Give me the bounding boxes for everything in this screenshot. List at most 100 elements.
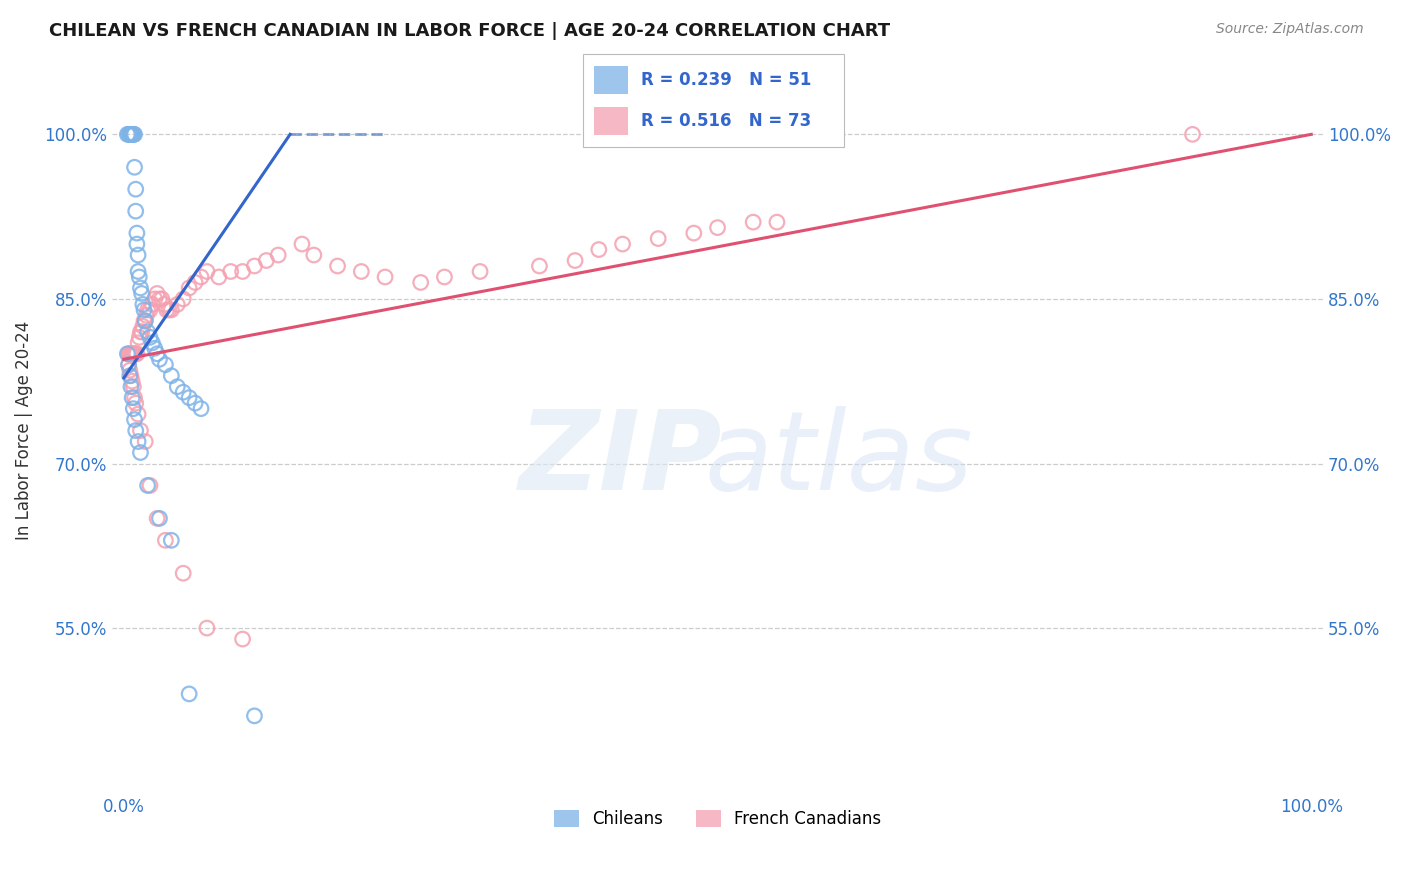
Point (127, 335, 149, 350)
Point (124, 391, 146, 405)
Point (150, 292, 173, 306)
Point (146, 286, 169, 301)
Point (120, 128, 142, 142)
Point (117, 358, 139, 372)
Point (122, 401, 145, 416)
Point (350, 264, 373, 278)
Bar (593, 107, 627, 135)
Point (124, 347, 146, 361)
Point (127, 264, 149, 278)
Point (117, 128, 139, 142)
Point (134, 314, 156, 328)
Text: ZIP: ZIP (519, 406, 723, 513)
Point (125, 182, 148, 196)
Point (146, 347, 169, 361)
Point (1181, 128, 1204, 142)
Legend: Chileans, French Canadians: Chileans, French Canadians (547, 804, 889, 835)
Point (127, 248, 149, 262)
Bar (593, 66, 627, 94)
Point (136, 325, 159, 339)
Point (267, 248, 290, 262)
Point (125, 204, 148, 219)
Point (155, 358, 177, 372)
Point (172, 566, 194, 581)
Point (254, 253, 277, 268)
Point (326, 259, 349, 273)
Point (125, 347, 148, 361)
Point (132, 319, 155, 334)
Point (129, 325, 152, 339)
Point (125, 237, 148, 252)
Point (121, 128, 143, 142)
Point (124, 128, 146, 142)
Point (160, 302, 183, 317)
Point (208, 270, 231, 285)
Point (120, 380, 142, 394)
Text: CHILEAN VS FRENCH CANADIAN IN LABOR FORCE | AGE 20-24 CORRELATION CHART: CHILEAN VS FRENCH CANADIAN IN LABOR FORC… (49, 22, 890, 40)
Point (121, 128, 143, 142)
Point (160, 533, 183, 548)
Point (184, 276, 207, 290)
Point (179, 391, 201, 405)
Point (409, 276, 432, 290)
Point (219, 264, 242, 278)
Point (129, 281, 152, 295)
Point (122, 128, 145, 142)
Point (195, 621, 218, 635)
Point (232, 264, 254, 278)
Point (706, 220, 728, 235)
Text: atlas: atlas (704, 406, 973, 513)
Point (125, 424, 148, 438)
Point (766, 215, 789, 229)
Point (139, 330, 162, 344)
Point (291, 237, 314, 252)
Point (132, 302, 155, 317)
Point (118, 128, 141, 142)
Point (122, 380, 145, 394)
Point (120, 368, 142, 383)
Point (232, 632, 254, 646)
Point (742, 215, 765, 229)
Point (166, 380, 188, 394)
Point (124, 161, 146, 175)
Point (148, 511, 170, 525)
Text: R = 0.516   N = 73: R = 0.516 N = 73 (641, 112, 811, 130)
Point (120, 128, 142, 142)
Point (129, 445, 152, 459)
Point (139, 302, 162, 317)
Point (682, 226, 704, 240)
Point (117, 358, 139, 372)
Point (374, 270, 396, 285)
Point (128, 270, 150, 285)
Point (141, 335, 163, 350)
Point (136, 302, 159, 317)
Point (118, 347, 141, 361)
Point (160, 368, 183, 383)
Point (529, 259, 551, 273)
Point (190, 270, 212, 285)
Point (155, 533, 177, 548)
Point (148, 292, 170, 306)
Point (468, 264, 491, 278)
Point (124, 412, 146, 426)
Point (143, 292, 166, 306)
Point (129, 424, 152, 438)
Point (179, 281, 201, 295)
Point (125, 396, 148, 410)
Point (172, 292, 194, 306)
Point (143, 341, 166, 355)
Point (195, 264, 218, 278)
Point (131, 286, 153, 301)
Point (122, 128, 145, 142)
Point (131, 325, 153, 339)
Point (184, 396, 207, 410)
Text: Source: ZipAtlas.com: Source: ZipAtlas.com (1216, 22, 1364, 37)
Point (121, 347, 143, 361)
Point (118, 368, 141, 383)
Point (190, 401, 212, 416)
Point (122, 347, 145, 361)
Point (125, 347, 148, 361)
Point (148, 352, 170, 367)
Point (157, 302, 180, 317)
Point (134, 314, 156, 328)
